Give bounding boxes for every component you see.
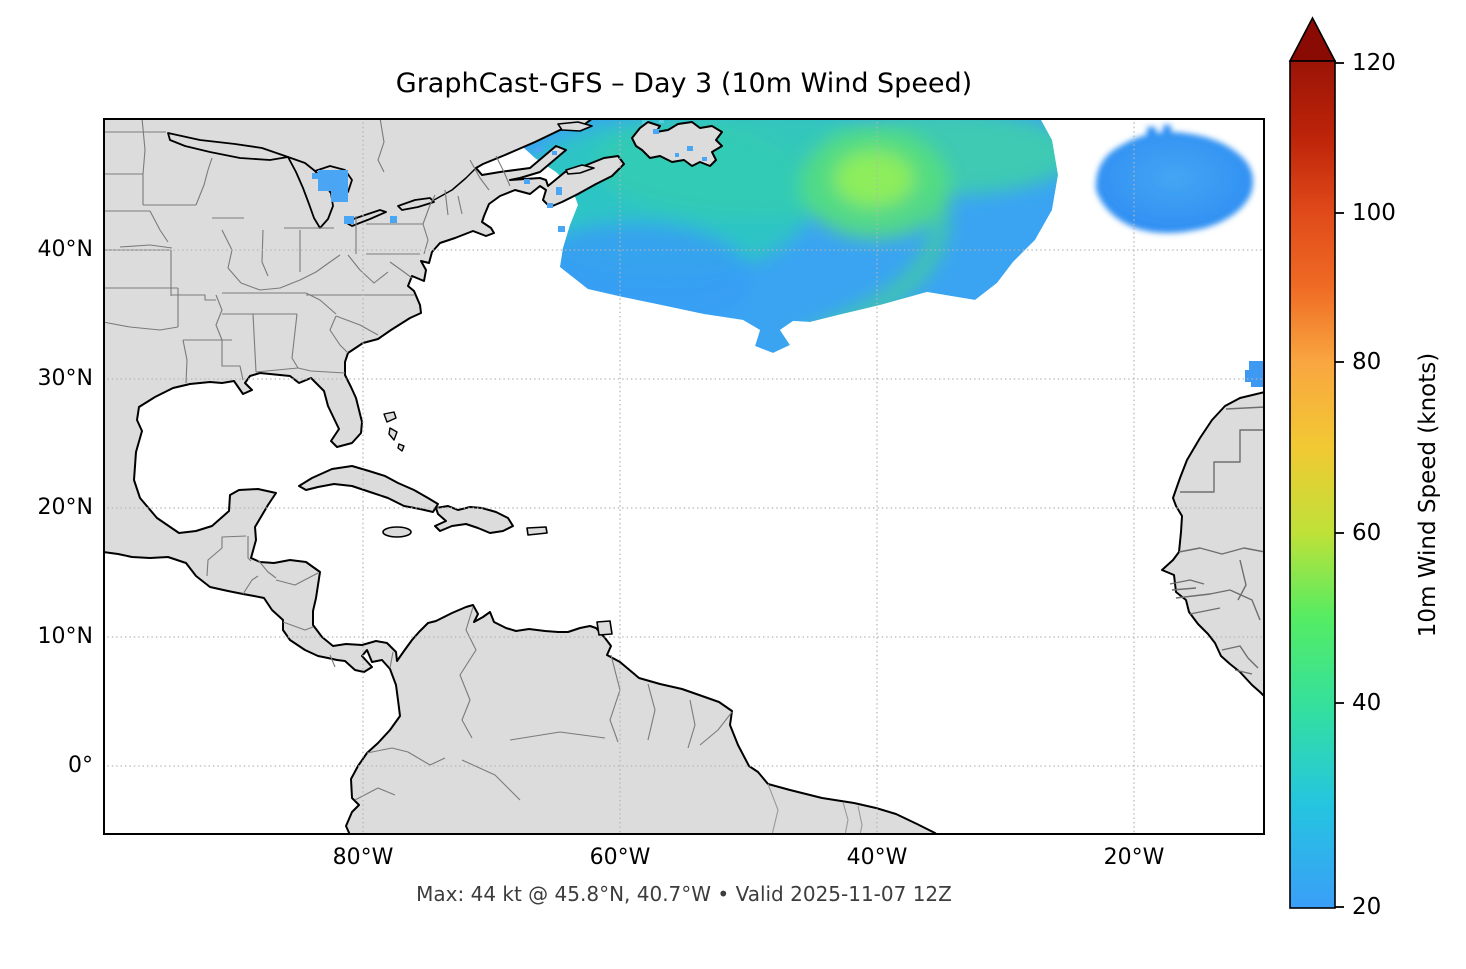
northeast-atlantic-wind-field (1095, 125, 1254, 233)
colorbar-axis-label: 10m Wind Speed (knots) (1415, 352, 1441, 638)
ytick-40n: 40°N (37, 237, 93, 262)
graticule-gridlines (103, 118, 1265, 835)
colorbar-gradient-bar (1289, 60, 1336, 909)
lake-ontario (397, 197, 435, 211)
hispaniola-island (434, 505, 514, 534)
cbtick-20: 20 (1352, 894, 1382, 920)
ytick-10n: 10°N (37, 624, 93, 649)
max-value-caption: Max: 44 kt @ 45.8°N, 40.7°W • Valid 2025… (416, 882, 952, 906)
jamaica-island (382, 526, 412, 538)
xtick-60w: 60°W (589, 845, 651, 870)
cbtick-80: 80 (1352, 349, 1382, 375)
colorbar-tick-marks (1335, 62, 1344, 908)
axes-frame (103, 118, 1265, 835)
bahamas-islands (383, 411, 405, 452)
morocco-coast-wind-spot (1245, 361, 1265, 387)
africa-borders (1169, 406, 1266, 675)
cbtick-100: 100 (1352, 200, 1396, 226)
great-lakes-wind-patch (312, 170, 397, 224)
xtick-20w: 20°W (1103, 845, 1165, 870)
lake-erie (344, 209, 387, 227)
ytick-20n: 20°N (37, 495, 93, 520)
colorbar-extend-arrow (1288, 16, 1337, 62)
puerto-rico-island (526, 526, 548, 536)
cbtick-120: 120 (1352, 50, 1396, 76)
maritime-coast-wind-dots (524, 129, 707, 232)
xtick-40w: 40°W (846, 845, 908, 870)
anticosti-island (557, 121, 593, 132)
colorbar (1288, 16, 1344, 909)
state-country-borders (102, 117, 1266, 836)
ytick-30n: 30°N (37, 366, 93, 391)
atlantic-basin-map (102, 117, 1266, 836)
trinidad-island (596, 620, 613, 636)
west-africa (1161, 391, 1265, 698)
cbtick-40: 40 (1352, 690, 1382, 716)
lake-superior (167, 132, 289, 161)
north-south-america-mainland (103, 118, 938, 835)
ytick-0: 0° (68, 753, 93, 778)
land-layer (103, 118, 1265, 835)
xtick-80w: 80°W (332, 845, 394, 870)
st-lawrence-river (433, 167, 477, 201)
map-canvas (102, 117, 1266, 836)
page-title: GraphCast-GFS – Day 3 (10m Wind Speed) (395, 68, 973, 99)
cbtick-60: 60 (1352, 520, 1382, 546)
prince-edward-island (565, 164, 595, 175)
